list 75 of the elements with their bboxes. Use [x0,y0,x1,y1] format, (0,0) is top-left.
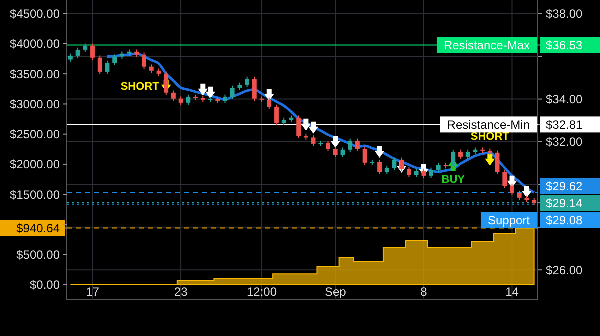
candlestick [142,52,146,70]
point [330,136,341,148]
y-tick-label: $34.00 [546,92,584,106]
y-tick-label: $32.81 [546,118,584,132]
y-tick-label: $29.14 [546,196,584,210]
point [485,154,496,166]
y2-tick-label: $940.64 [16,221,60,236]
point [198,84,208,96]
candlestick [436,162,441,173]
point [206,86,216,99]
y2-tick-label: $2500.00 [10,128,60,142]
y-tick-label: $32.00 [546,135,584,150]
point [308,122,319,134]
y2-tick-label: $4500.00 [10,7,60,22]
y2-tick-label: $500.00 [16,248,60,262]
candlestick [311,135,316,147]
candlestick [98,55,102,75]
candlestick [422,168,426,179]
y2-tick-label: $3000.00 [10,97,60,112]
candlestick [510,183,514,196]
annotation: SHORT [120,80,160,93]
candlestick [274,104,279,126]
x-tick-label: Sep [324,285,347,299]
candlestick [245,76,250,88]
annotation: SHORT [470,130,510,143]
point [522,186,532,198]
candlestick [76,47,80,59]
x-tick-label: 23 [174,285,188,299]
y2-tick-label: $1500.00 [10,188,60,202]
candlestick [105,60,110,75]
candlestick [230,85,235,100]
candlestick [252,76,257,102]
annotation: BUY [442,174,466,186]
point [264,89,274,102]
x-tick-label: 14 [506,285,520,299]
candlestick [451,149,456,170]
candlestick [429,167,434,179]
point [374,146,385,158]
candlestick [407,166,412,178]
candlestick [502,169,508,189]
candlestick [392,157,397,171]
candlestick [186,94,191,106]
legend-label: Support [488,213,531,228]
x-tick-label: 8 [420,285,428,299]
candlestick [164,71,169,96]
candlestick [296,115,302,139]
ref-line-label: Resistance-Min [447,118,530,132]
candlestick [90,43,95,60]
text: $29.62 [546,179,584,194]
y2-tick-label: $4000.00 [10,37,60,52]
candlestick [466,149,470,160]
candlestick [333,146,338,158]
candlestick [378,159,382,175]
candlestick [267,97,272,110]
ref-line-label: Resistance-Max [444,38,530,52]
candlestick [112,54,118,66]
point [301,118,312,131]
y2-tick-label: $0.00 [30,278,60,292]
candlestick [400,157,404,172]
candlestick [355,138,360,152]
candlestick [362,146,368,166]
candlestick [326,140,330,152]
candlestick [458,149,463,160]
candlestick [348,138,353,153]
candlestick [495,150,500,175]
y2-tick-label: $3500.00 [10,67,60,82]
text: $29.08 [546,213,584,228]
y2-tick-label: $2000.00 [10,158,60,172]
y-tick-label: $38.00 [546,7,584,22]
x-tick-label: 12:00 [247,285,278,299]
y-tick-label: $26.00 [546,263,584,278]
x-tick-label: 17 [86,285,100,299]
candlestick [172,90,176,102]
y-tick-label: $36.53 [546,38,584,52]
candlestick [517,190,522,201]
